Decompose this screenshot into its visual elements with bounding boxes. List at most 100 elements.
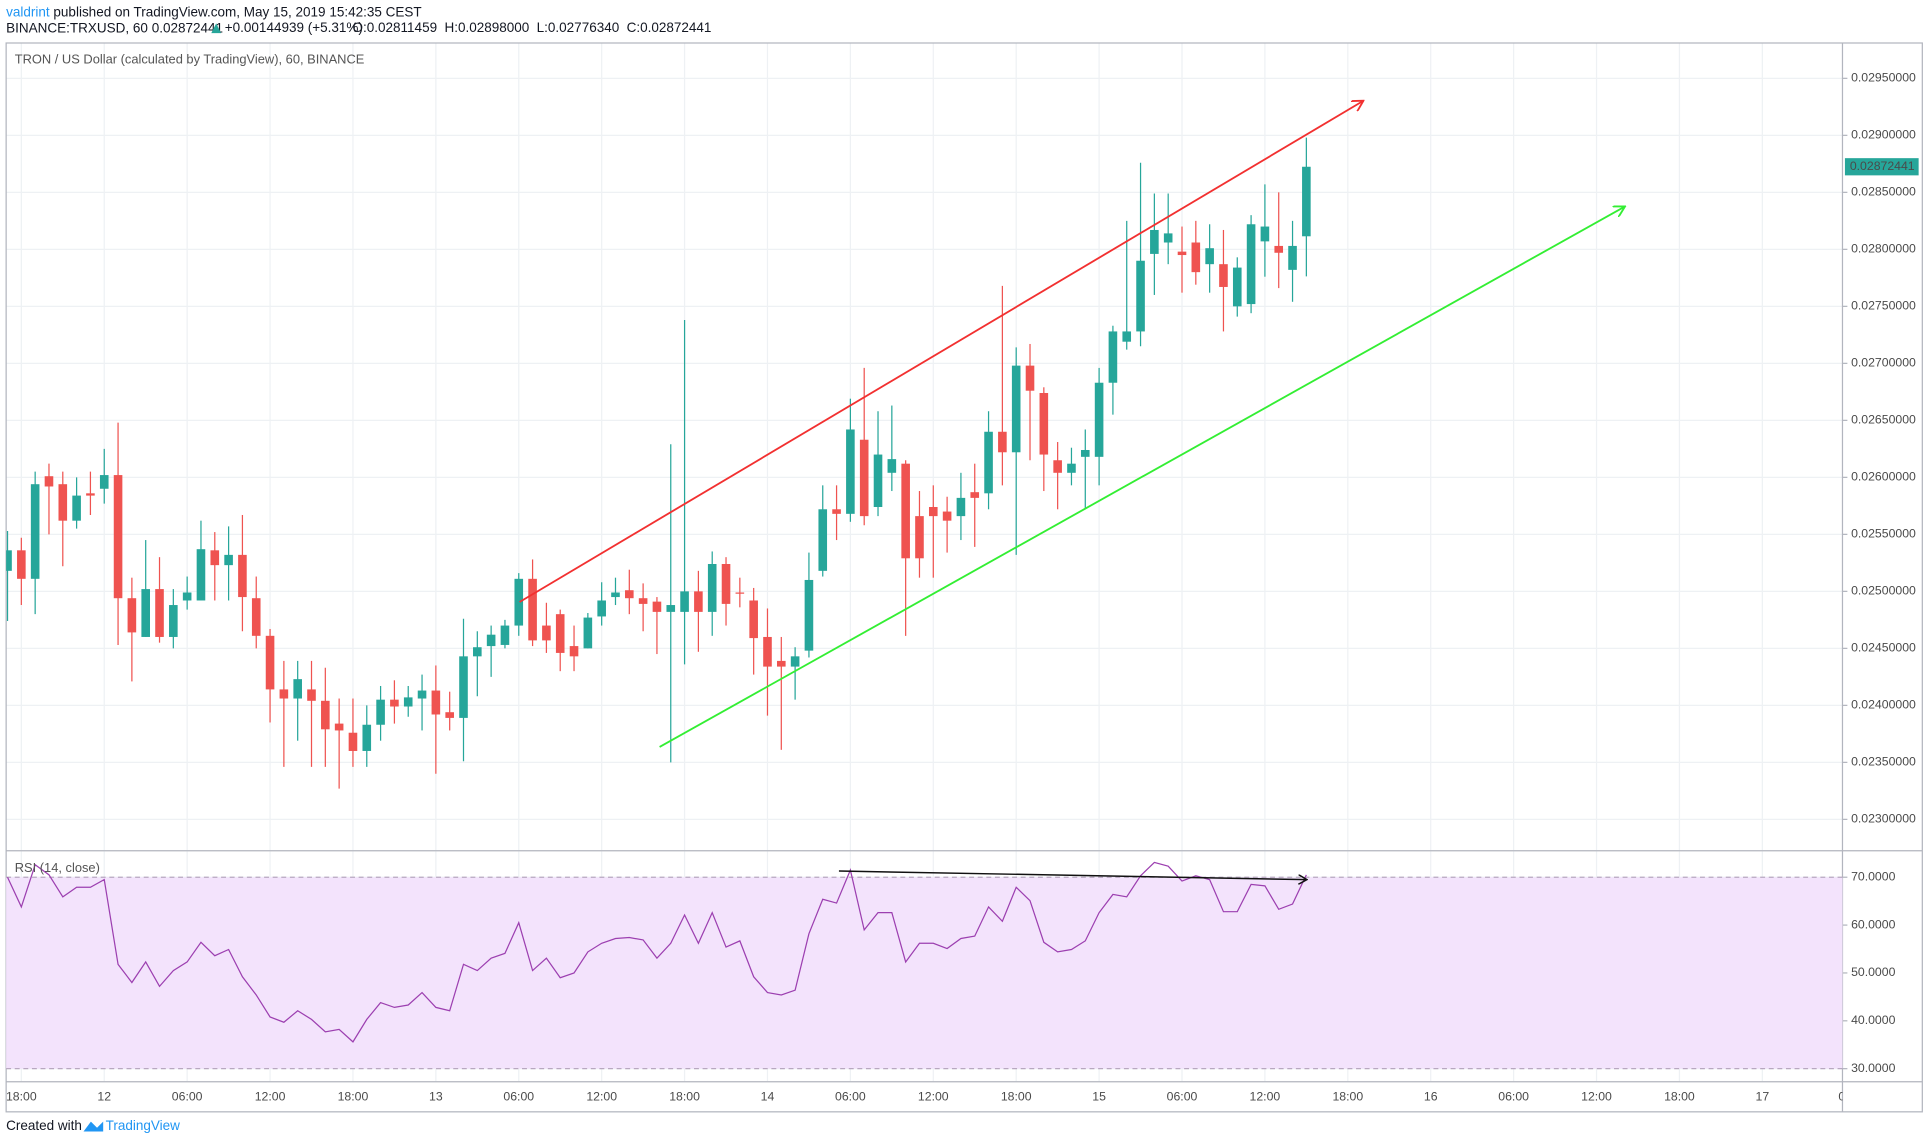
candle-body [1150, 229, 1159, 254]
candle-body [887, 459, 897, 473]
candle-body [542, 625, 551, 641]
candle-body [1163, 233, 1173, 243]
y-tick-label: 0.02900000 [1851, 128, 1916, 142]
candle-body [376, 699, 385, 725]
candle-body [569, 646, 579, 657]
candle-body [500, 625, 510, 645]
y-tick-label: 0.02850000 [1851, 185, 1916, 199]
ohlc-value: C:0.02872441 [627, 20, 712, 35]
x-tick-label: 06:00 [1498, 1089, 1529, 1103]
time-axis: 18:00 12 06:00 12:00 18:00 13 06:00 12:00 18:00 1… [6, 1089, 1852, 1103]
candle-body [901, 463, 910, 559]
candle-body [127, 598, 137, 633]
candle-body [1067, 463, 1076, 473]
x-tick-label: 18:00 [6, 1089, 37, 1103]
x-tick-label: 18:00 [1332, 1089, 1363, 1103]
candle-body [224, 554, 233, 566]
candle-body [555, 614, 565, 653]
x-tick-label: 12:00 [1250, 1089, 1281, 1103]
candle-body [832, 509, 841, 514]
y-tick-label: 0.02600000 [1851, 470, 1916, 484]
candle-body [694, 591, 703, 612]
candle-body [818, 509, 828, 571]
candle-body [1260, 226, 1270, 242]
rsi-trendline [838, 870, 1307, 880]
candle-body [1246, 224, 1256, 305]
candle-body [307, 689, 316, 701]
x-tick-label: 06 [1838, 1089, 1852, 1103]
candle-body [1025, 365, 1035, 391]
symbol-line: BINANCE:TRXUSD, 60 0.02872441 [6, 20, 223, 35]
price-tag [1844, 158, 1919, 176]
candle-body [998, 431, 1007, 453]
x-tick-label: 12 [97, 1089, 111, 1103]
candle-body [486, 634, 496, 647]
candle-body [1274, 245, 1284, 253]
candle-body [1108, 331, 1118, 383]
candle-body [390, 699, 399, 707]
candle-body [210, 550, 220, 566]
candle-body [942, 511, 952, 521]
candle-body [251, 598, 261, 636]
candle-body [1205, 248, 1214, 265]
candle-body [445, 712, 454, 718]
candle-body [17, 550, 26, 579]
candle-body [293, 679, 302, 699]
x-tick-label: 16 [1424, 1089, 1438, 1103]
candle-body [431, 690, 441, 715]
candle-body [169, 605, 178, 637]
header-line: valdrint published on TradingView.com, M… [6, 4, 421, 19]
rsi-tick-label: 30.0000 [1851, 1061, 1896, 1075]
candle-body [790, 656, 800, 667]
candle-body [859, 439, 869, 517]
candle-body [1011, 365, 1021, 453]
author[interactable]: valdrint [6, 4, 50, 19]
x-tick-label: 17 [1756, 1089, 1770, 1103]
candle-body [99, 475, 109, 489]
candle-body [583, 617, 593, 649]
candle-body [473, 647, 482, 657]
y-tick-label: 0.02700000 [1851, 356, 1916, 370]
x-tick-label: 06:00 [835, 1089, 866, 1103]
x-tick-label: 18:00 [338, 1089, 369, 1103]
rsi-tick-label: 70.0000 [1851, 869, 1896, 883]
candle-body [1191, 242, 1201, 273]
candle-body [155, 589, 164, 637]
candle-body [735, 592, 745, 594]
candle-body [666, 605, 676, 612]
chart-title: TRON / US Dollar (calculated by TradingV… [15, 52, 365, 67]
candle-body [873, 454, 883, 507]
footer-brand[interactable]: TradingView [106, 1118, 181, 1133]
rsi-title: RSI (14, close) [15, 860, 100, 875]
x-tick-label: 18:00 [1001, 1089, 1032, 1103]
candle-body [721, 563, 731, 604]
candle-body [1177, 251, 1187, 256]
quote-details: +0.00144939 (+5.31%)O:0.02811459 H:0.0289… [211, 20, 711, 35]
candle-body [776, 660, 786, 667]
rsi-pane [6, 861, 1843, 1070]
price-tag-label: 0.02872441 [1850, 159, 1915, 173]
frame [5, 42, 1923, 1113]
candle-body [970, 492, 980, 498]
candle-body [6, 550, 12, 571]
candle-body [707, 563, 717, 612]
lower-trendline [659, 206, 1625, 748]
candle-body [680, 591, 689, 612]
candle-body [417, 690, 427, 699]
x-tick-label: 12:00 [1581, 1089, 1612, 1103]
y-tick-label: 0.02800000 [1851, 242, 1916, 256]
candle-body [514, 578, 524, 626]
candle-body [348, 732, 358, 751]
candle-body [984, 431, 993, 494]
candle-body [956, 497, 966, 517]
candle-body [1039, 392, 1049, 455]
ohlc-value: O:0.02811459 [353, 20, 438, 35]
candle-body [928, 506, 938, 517]
candle-body [528, 578, 537, 641]
last-price: 0.02872441 [152, 20, 223, 35]
x-tick-label: 12:00 [918, 1089, 949, 1103]
candle-body [749, 600, 758, 639]
candle-body [846, 429, 855, 514]
change: +0.00144939 (+5.31%) [225, 20, 363, 35]
